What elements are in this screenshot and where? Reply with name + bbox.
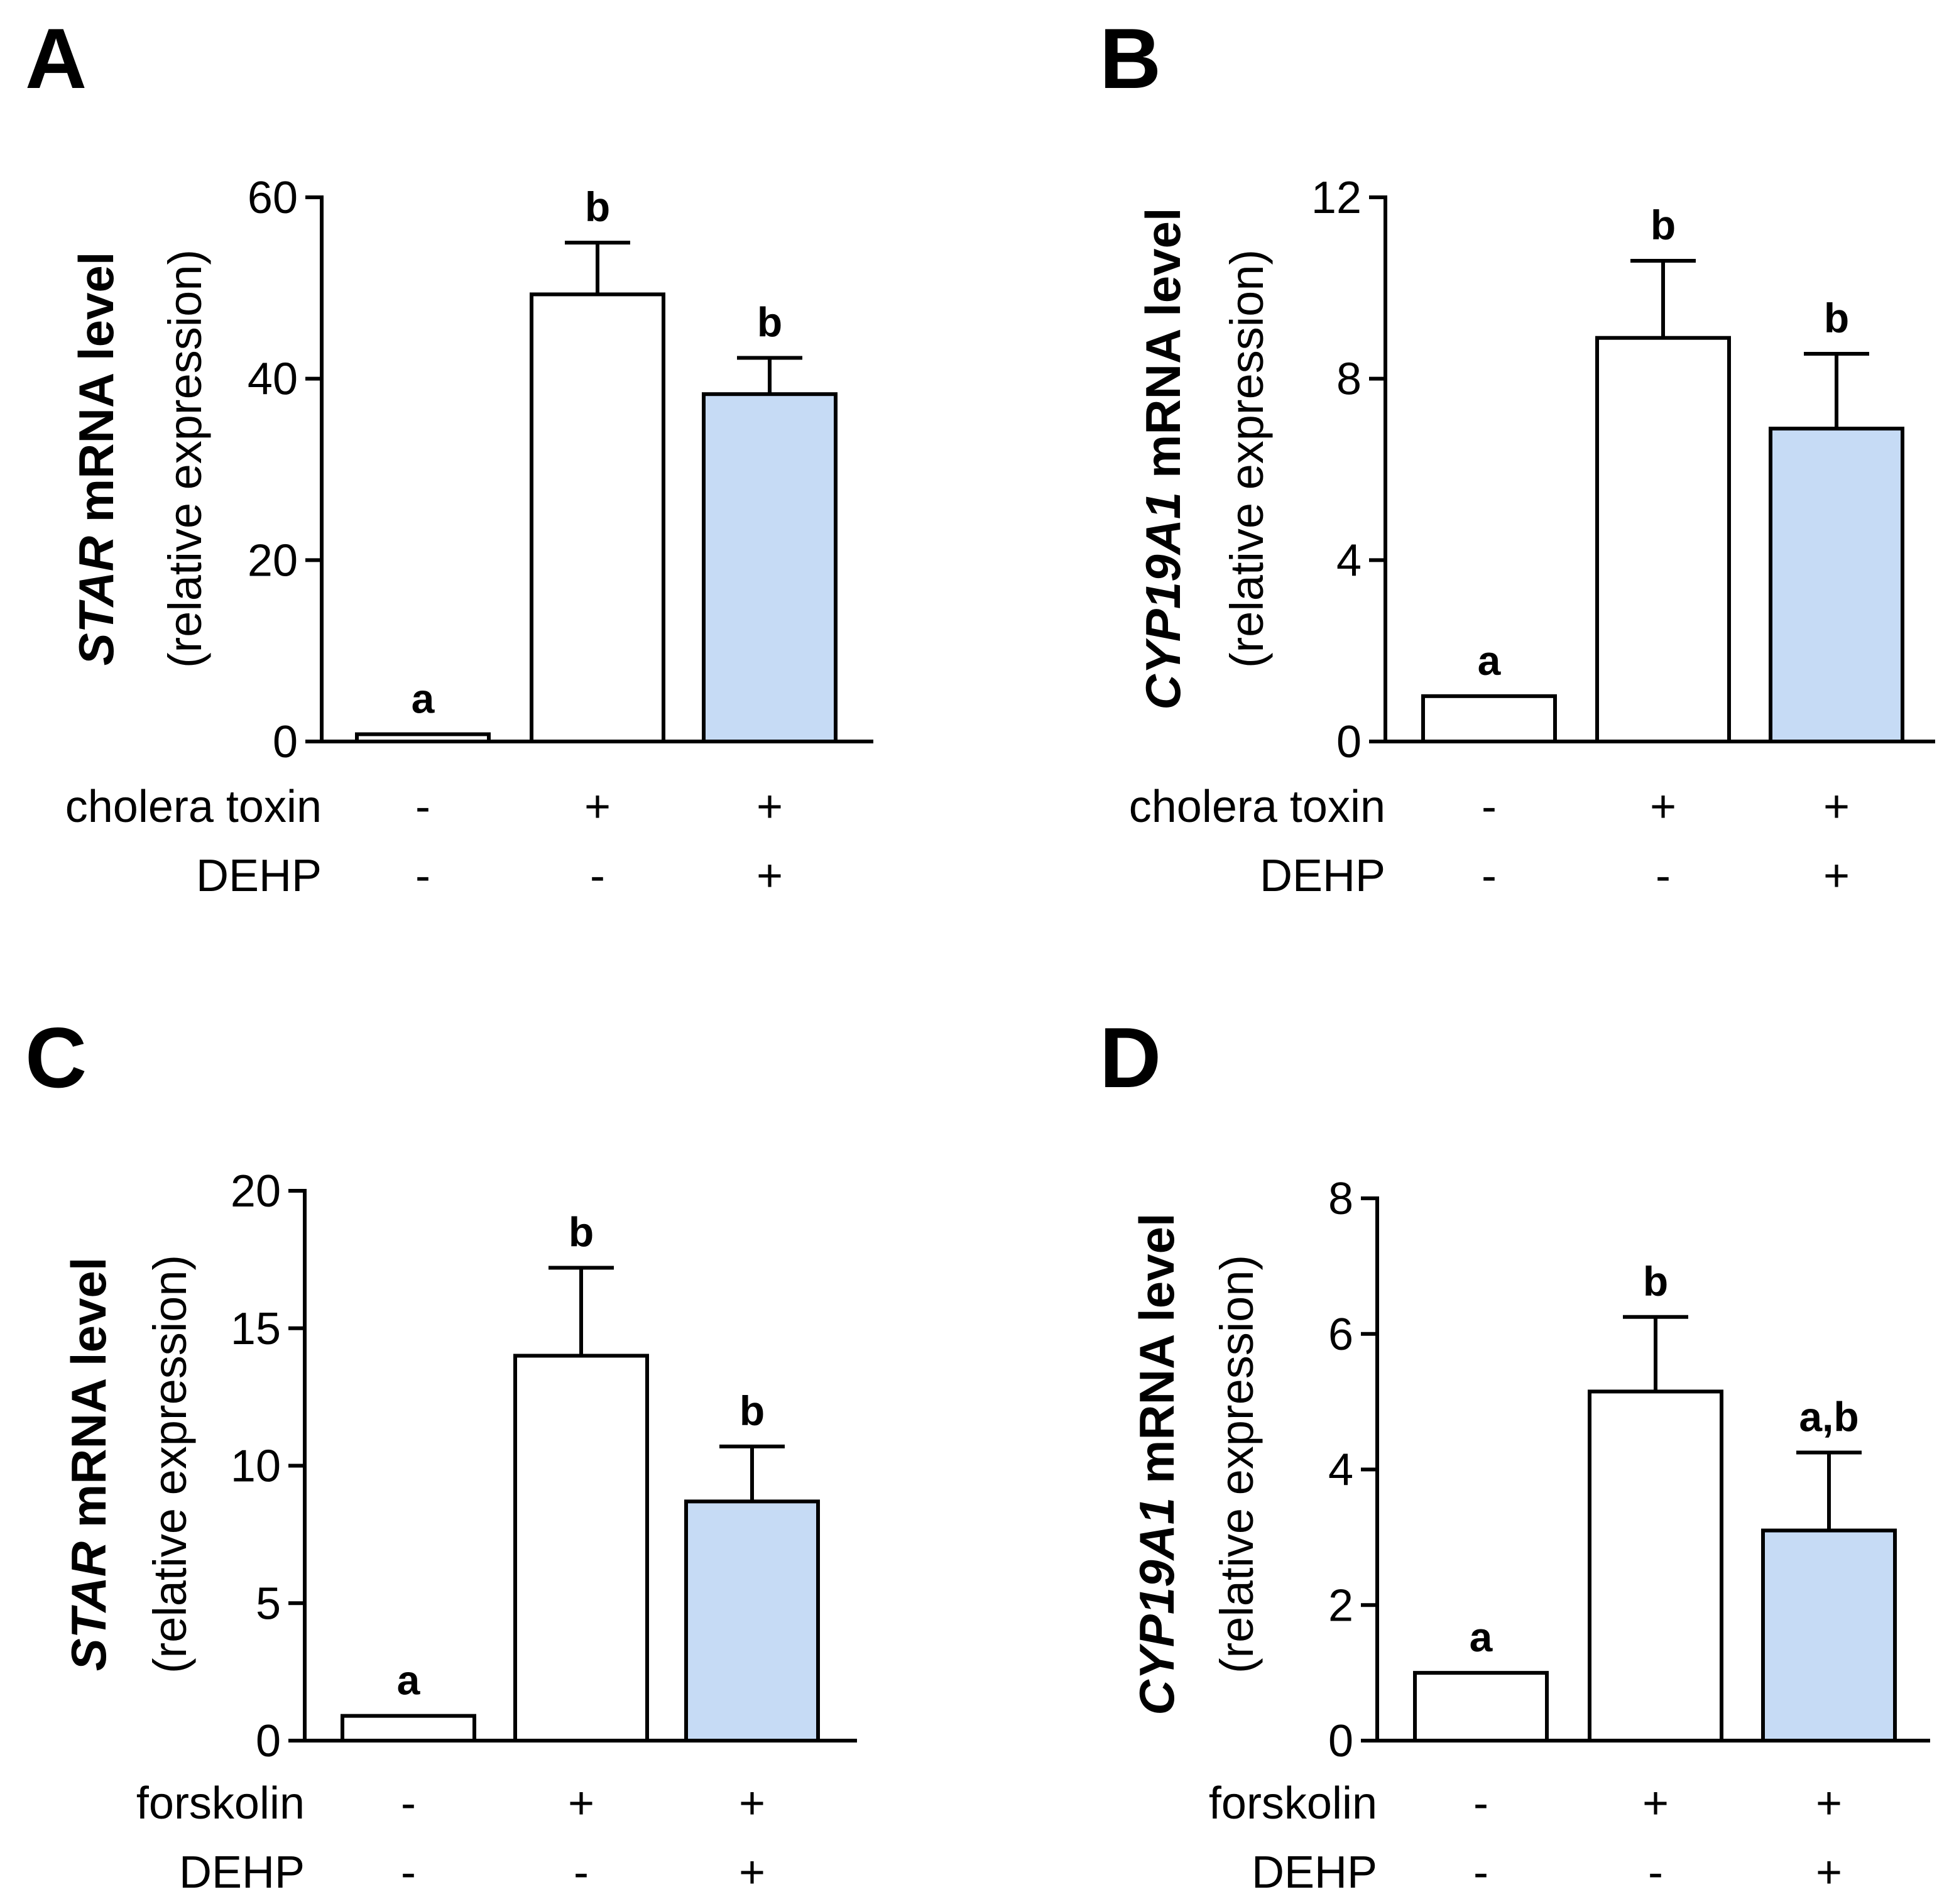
y-tick-label: 5 xyxy=(256,1578,281,1629)
panel-letter: A xyxy=(25,11,87,106)
treatment-minus: - xyxy=(1473,1778,1488,1829)
y-tick-label: 10 xyxy=(231,1442,281,1492)
y-axis-subtitle: (relative expression) xyxy=(1221,249,1273,668)
y-tick-label: 15 xyxy=(231,1304,281,1354)
y-axis-subtitle: (relative expression) xyxy=(144,1255,196,1673)
significance-label: b xyxy=(585,183,610,230)
treatment-label: DEHP xyxy=(179,1847,305,1898)
y-tick-label: 0 xyxy=(256,1716,281,1766)
y-axis-title: STAR mRNA level xyxy=(61,1257,116,1671)
y-axis-gene: CYP19A1 xyxy=(1129,1497,1184,1715)
treatment-plus: + xyxy=(1650,782,1676,832)
y-axis-title-rest: mRNA level xyxy=(68,252,124,536)
significance-label: a xyxy=(1478,637,1502,684)
y-tick-label: 20 xyxy=(231,1166,281,1217)
significance-label: b xyxy=(740,1387,765,1434)
panel-a: A 0 20 40 60 STAR mRNA level (relative express… xyxy=(25,11,873,901)
bar xyxy=(355,732,491,744)
treatment-label: DEHP xyxy=(196,851,322,901)
y-tick-label: 4 xyxy=(1336,535,1362,586)
treatment-minus: - xyxy=(1473,1847,1488,1898)
y-axis-subtitle: (relative expression) xyxy=(1211,1255,1263,1673)
treatment-minus: - xyxy=(401,1847,416,1898)
treatment-plus: + xyxy=(1816,1847,1842,1898)
y-axis-title-rest: mRNA level xyxy=(61,1257,116,1541)
y-tick-label: 60 xyxy=(248,173,298,223)
treatment-label: cholera toxin xyxy=(65,782,322,832)
y-axis-gene: CYP19A1 xyxy=(1135,492,1191,710)
panel-d: D 0 2 4 6 8 CYP19A1 mRNA level (relative expres… xyxy=(1100,1010,1930,1898)
bar xyxy=(702,392,838,743)
bar xyxy=(1595,336,1731,743)
y-tick-label: 0 xyxy=(1336,717,1362,767)
treatment-minus: - xyxy=(1648,1847,1663,1898)
y-tick-label: 0 xyxy=(273,717,298,767)
significance-label: b xyxy=(1643,1258,1668,1305)
y-tick-label: 2 xyxy=(1328,1580,1353,1631)
treatment-plus: + xyxy=(1642,1778,1669,1829)
bar xyxy=(1421,694,1557,744)
treatment-label: DEHP xyxy=(1260,851,1385,901)
y-tick-label: 20 xyxy=(248,535,298,586)
y-tick-label: 8 xyxy=(1328,1174,1353,1224)
y-tick-label: 4 xyxy=(1328,1445,1353,1496)
treatment-minus: - xyxy=(590,851,605,901)
panel-c: C 0 5 10 15 20 STAR mRNA level (relative expres… xyxy=(25,1010,857,1898)
y-axis-subtitle: (relative expression) xyxy=(159,249,211,668)
significance-label: a xyxy=(1470,1614,1493,1660)
treatment-minus: - xyxy=(574,1847,589,1898)
treatment-label: forskolin xyxy=(136,1778,305,1829)
bar xyxy=(1413,1671,1549,1743)
y-tick-label: 6 xyxy=(1328,1310,1353,1360)
treatment-minus: - xyxy=(1482,851,1497,901)
bar xyxy=(341,1714,476,1743)
bar xyxy=(513,1354,649,1743)
panel-b: B 0 4 8 12 CYP19A1 mRNA level (relative expres… xyxy=(1100,11,1935,901)
panel-letter: B xyxy=(1100,11,1161,106)
panel-letter: D xyxy=(1100,1010,1161,1105)
treatment-minus: - xyxy=(1656,851,1671,901)
bar xyxy=(1761,1528,1897,1743)
treatment-label: cholera toxin xyxy=(1129,782,1385,832)
treatment-minus: - xyxy=(1482,782,1497,832)
significance-label: b xyxy=(757,298,782,345)
bar xyxy=(1588,1389,1723,1743)
y-axis-title: CYP19A1 mRNA level xyxy=(1135,207,1191,709)
treatment-plus: + xyxy=(1816,1778,1842,1829)
bar xyxy=(530,292,665,744)
bar xyxy=(684,1499,820,1743)
treatment-minus: - xyxy=(415,851,430,901)
y-tick-label: 40 xyxy=(248,354,298,405)
y-axis-title: STAR mRNA level xyxy=(68,252,124,666)
significance-label: b xyxy=(1651,202,1676,248)
treatment-plus: + xyxy=(1823,782,1850,832)
treatment-label: DEHP xyxy=(1252,1847,1377,1898)
significance-label: a xyxy=(397,1657,421,1704)
treatment-plus: + xyxy=(756,782,783,832)
significance-label: b xyxy=(569,1209,594,1256)
treatment-label: forskolin xyxy=(1209,1778,1377,1829)
y-tick-label: 0 xyxy=(1328,1716,1353,1766)
treatment-plus: + xyxy=(756,851,783,901)
treatment-plus: + xyxy=(568,1778,594,1829)
y-tick-label: 8 xyxy=(1336,354,1362,405)
significance-label: a,b xyxy=(1799,1394,1858,1440)
panel-letter: C xyxy=(25,1010,87,1105)
y-axis-title-rest: mRNA level xyxy=(1135,207,1191,491)
treatment-plus: + xyxy=(739,1778,765,1829)
y-axis-gene: STAR xyxy=(68,536,124,666)
y-tick-label: 12 xyxy=(1311,173,1362,223)
y-axis-title-rest: mRNA level xyxy=(1129,1213,1184,1497)
treatment-plus: + xyxy=(739,1847,765,1898)
bar xyxy=(1769,427,1904,743)
treatment-plus: + xyxy=(1823,851,1850,901)
significance-label: a xyxy=(412,675,435,721)
significance-label: b xyxy=(1824,295,1849,341)
y-axis-title: CYP19A1 mRNA level xyxy=(1129,1213,1184,1715)
treatment-minus: - xyxy=(415,782,430,832)
treatment-plus: + xyxy=(584,782,611,832)
y-axis-gene: STAR xyxy=(61,1541,116,1671)
treatment-minus: - xyxy=(401,1778,416,1829)
